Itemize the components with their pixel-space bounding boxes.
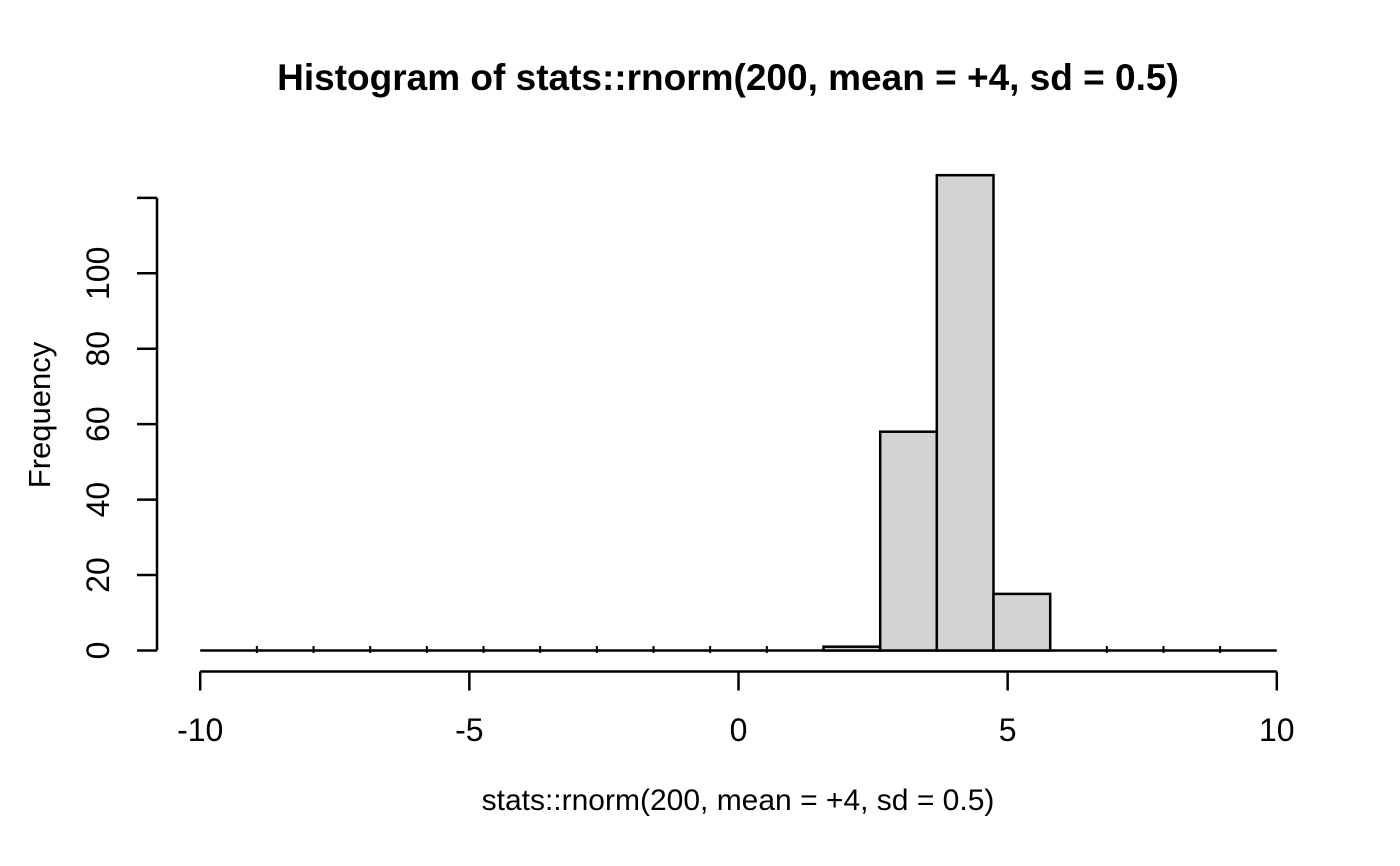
y-tick-label: 40: [80, 482, 116, 518]
histogram-bar: [822, 645, 882, 652]
x-tick-label: -10: [177, 712, 223, 748]
chart-title: Histogram of stats::rnorm(200, mean = +4…: [277, 57, 1179, 98]
x-tick-label: 0: [730, 712, 748, 748]
x-tick-label: 5: [999, 712, 1017, 748]
histogram-bar: [935, 173, 995, 652]
histogram-bar: [992, 592, 1052, 652]
y-tick-label: 20: [80, 557, 116, 593]
y-tick-label: 100: [80, 247, 116, 300]
x-tick-label: -5: [455, 712, 483, 748]
y-tick-label: 60: [80, 406, 116, 442]
histogram-bar: [878, 430, 939, 652]
y-tick-label: 80: [80, 331, 116, 367]
x-axis-label: stats::rnorm(200, mean = +4, sd = 0.5): [481, 784, 995, 817]
y-tick-label: 0: [80, 642, 116, 660]
x-tick-label: 10: [1259, 712, 1295, 748]
